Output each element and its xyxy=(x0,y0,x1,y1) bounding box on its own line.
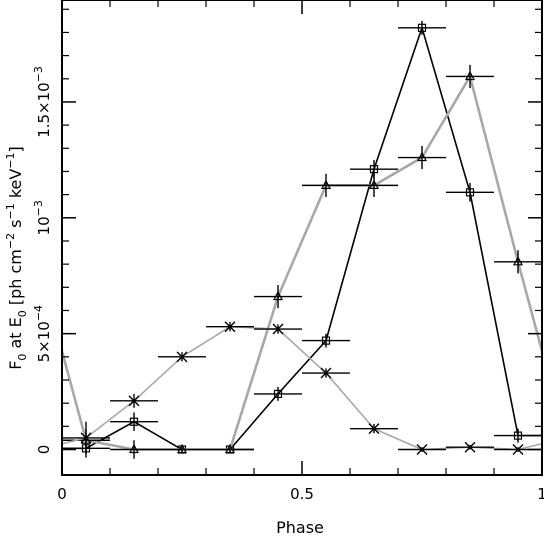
y-axis-ticks: 0 5×10−4 10−3 1.5×10−3 xyxy=(32,8,542,455)
x-tick-label-2: 1 xyxy=(537,485,544,503)
triangle-point xyxy=(369,179,379,189)
cross-point xyxy=(512,444,524,456)
triangle-point xyxy=(129,443,139,454)
triangle-point xyxy=(417,151,427,162)
x-tick-label-1: 0.5 xyxy=(290,485,314,503)
triangle-point xyxy=(321,179,331,189)
triangle-point xyxy=(34,257,42,265)
cross-point xyxy=(128,395,140,407)
square-point xyxy=(129,417,139,426)
square-point xyxy=(321,336,331,345)
x-axis-ticks: 0 0.5 1 xyxy=(57,0,544,503)
cross-point xyxy=(416,444,428,456)
square-point xyxy=(369,165,379,174)
triangle-point xyxy=(225,443,235,454)
cross-point xyxy=(272,323,284,335)
triangle-point xyxy=(273,290,283,301)
triangle-point xyxy=(177,443,187,454)
y-tick-label-0: 0 xyxy=(35,445,53,455)
series-line-square xyxy=(62,27,542,451)
triangle-point xyxy=(465,70,475,81)
plot-frame xyxy=(61,0,543,476)
series-cross xyxy=(62,321,542,456)
y-tick-label-1: 5×10−4 xyxy=(32,305,53,362)
square-point xyxy=(417,23,427,32)
x-tick-label-0: 0 xyxy=(57,485,67,503)
cross-point xyxy=(224,321,236,333)
triangle-point xyxy=(513,256,523,266)
cross-point xyxy=(464,441,476,453)
cross-point xyxy=(320,367,332,379)
square-point xyxy=(465,188,475,197)
square-point xyxy=(273,389,283,399)
square-point xyxy=(513,431,523,440)
series-line-cross xyxy=(62,325,542,451)
y-tick-label-2: 10−3 xyxy=(32,200,53,235)
y-axis-label: F0 at E0 [ph cm−2 s−1 keV−1] xyxy=(4,146,29,370)
cross-point xyxy=(176,351,188,363)
x-axis-label: Phase xyxy=(276,518,324,537)
cross-point xyxy=(368,423,380,435)
series-line-triangle xyxy=(62,75,542,451)
cross-point xyxy=(80,432,92,444)
y-tick-label-3: 1.5×10−3 xyxy=(32,66,53,138)
series-layer xyxy=(34,20,542,459)
series-triangle xyxy=(34,64,542,459)
